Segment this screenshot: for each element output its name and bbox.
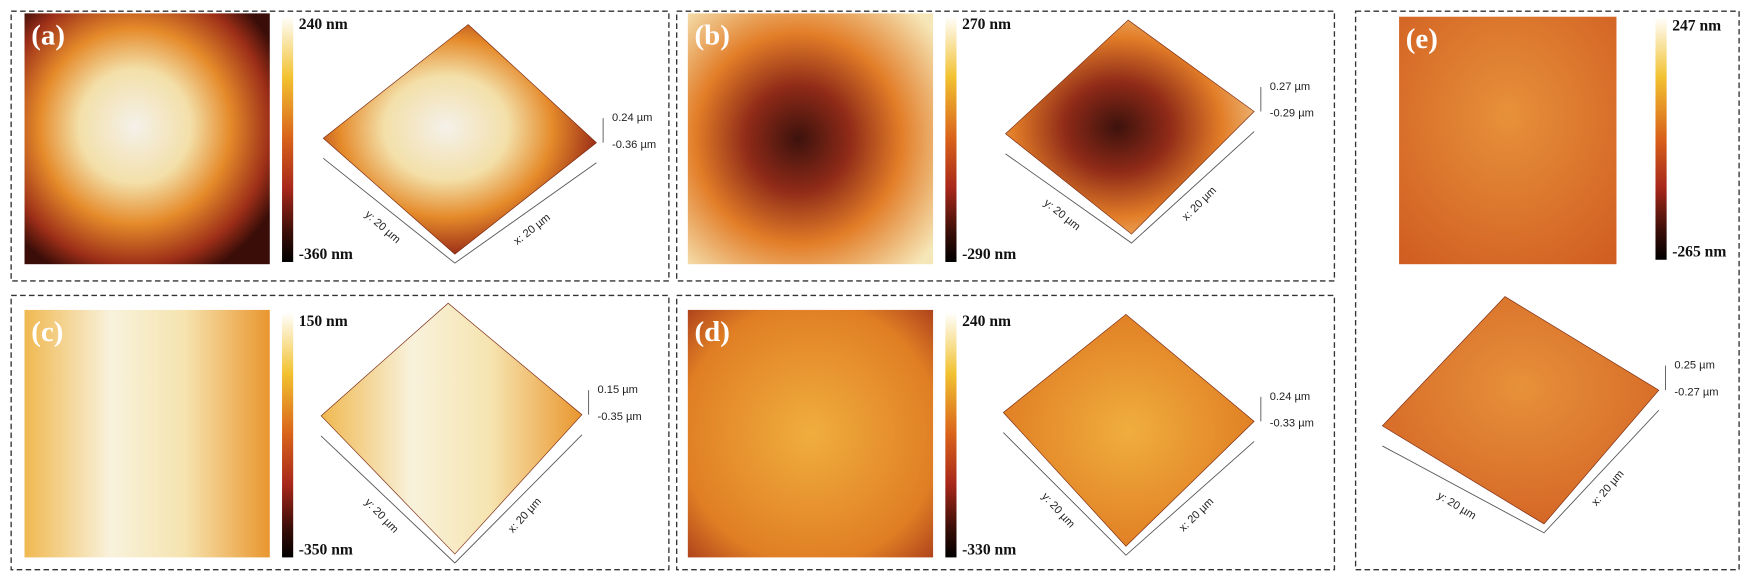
x-axis-label: x: 20 µm xyxy=(1590,468,1627,508)
z-max: 0.27 µm xyxy=(1270,81,1310,93)
axis-3d xyxy=(320,434,583,564)
z-min: -0.27 µm xyxy=(1674,386,1718,398)
z-min: -0.29 µm xyxy=(1270,108,1314,120)
colorbar-min: -290 nm xyxy=(962,246,1016,263)
z-min: -0.33 µm xyxy=(1270,418,1314,430)
surface-3d xyxy=(1381,296,1660,525)
colorbar xyxy=(282,312,294,558)
colorbar xyxy=(945,15,957,262)
colorbar xyxy=(282,15,294,262)
height-map xyxy=(687,309,934,558)
x-axis-label: x: 20 µm xyxy=(512,212,553,248)
x-axis-label: x: 20 µm xyxy=(506,496,544,536)
y-axis-label: y: 20 µm xyxy=(362,497,400,536)
colorbar xyxy=(1655,16,1667,260)
colorbar-min: -330 nm xyxy=(962,541,1016,558)
z-min: -0.36 µm xyxy=(612,139,656,151)
panel: (b) 270 nm -290 nm y: 20 µm x: 20 µm 0.27 µm -… xyxy=(676,10,1336,282)
surface-3d xyxy=(320,302,583,555)
panel-label: (e) xyxy=(1406,23,1438,55)
surface-3d xyxy=(322,24,597,255)
height-map xyxy=(24,13,270,265)
panel-border xyxy=(1354,10,1740,571)
panels: (a) 240 nm -360 nm y: 20 µm x: 20 µm 0.24 µm -… xyxy=(10,10,1740,571)
panel: (a) 240 nm -360 nm y: 20 µm x: 20 µm 0.24 µm -… xyxy=(10,10,670,282)
y-axis-label: y: 20 µm xyxy=(1435,490,1478,523)
axis-3d xyxy=(1382,409,1660,534)
surface-3d xyxy=(1005,19,1255,235)
colorbar-max: 240 nm xyxy=(962,313,1011,330)
panel-label: (c) xyxy=(31,316,63,348)
colorbar-min: -350 nm xyxy=(299,541,353,558)
x-axis-label: x: 20 µm xyxy=(1180,185,1219,224)
x-axis-label: x: 20 µm xyxy=(1177,496,1216,535)
panel: (c) 150 nm -350 nm y: 20 µm x: 20 µm 0.15 µm -… xyxy=(10,294,670,571)
height-map xyxy=(1399,16,1617,265)
colorbar-min: -360 nm xyxy=(299,246,353,263)
z-max: 0.24 µm xyxy=(1270,391,1310,403)
height-map xyxy=(687,13,934,265)
panel-border xyxy=(676,294,1336,571)
axis-3d xyxy=(1005,131,1255,244)
y-axis-label: y: 20 µm xyxy=(1041,197,1082,233)
panel: (e) 247 nm -265 nm y: 20 µm x: 20 µm 0.25 µm -… xyxy=(1354,10,1740,571)
y-axis-label: y: 20 µm xyxy=(1039,491,1077,531)
colorbar-max: 247 nm xyxy=(1672,17,1721,34)
panel: (d) 240 nm -330 nm y: 20 µm x: 20 µm 0.24 µm -… xyxy=(676,294,1336,571)
colorbar-max: 240 nm xyxy=(299,16,348,33)
colorbar xyxy=(945,312,957,558)
panel-label: (d) xyxy=(695,316,730,348)
axis-3d xyxy=(323,157,597,264)
surface-3d xyxy=(1002,313,1255,547)
colorbar-max: 270 nm xyxy=(962,16,1011,33)
y-axis-label: y: 20 µm xyxy=(362,209,402,246)
z-max: 0.25 µm xyxy=(1674,360,1714,372)
axis-3d xyxy=(1003,432,1255,556)
panel-border xyxy=(10,294,670,571)
panel-label: (a) xyxy=(31,20,65,52)
colorbar-max: 150 nm xyxy=(299,313,348,330)
z-max: 0.24 µm xyxy=(612,112,652,124)
z-max: 0.15 µm xyxy=(598,384,638,396)
height-map xyxy=(24,309,270,558)
panel-label: (b) xyxy=(695,20,730,52)
colorbar-min: -265 nm xyxy=(1672,244,1726,261)
z-min: -0.35 µm xyxy=(598,411,642,423)
